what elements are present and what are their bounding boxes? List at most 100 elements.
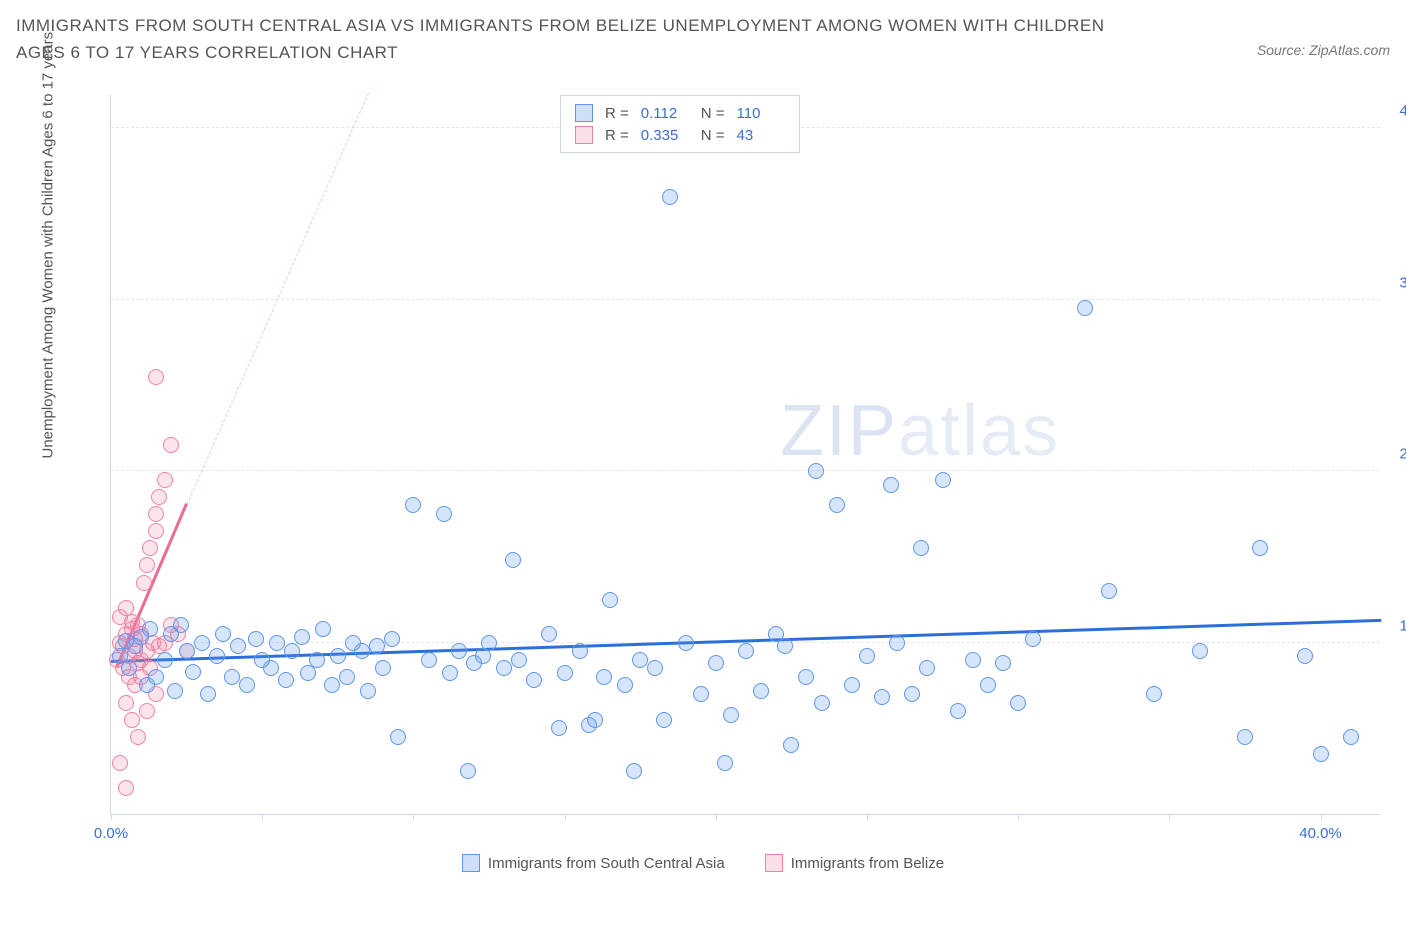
data-point-pink [130,729,146,745]
data-point-blue [965,652,981,668]
data-point-blue [1237,729,1253,745]
data-point-blue [557,665,573,681]
legend-swatch-pink [765,854,783,872]
data-point-pink [151,489,167,505]
data-point-blue [511,652,527,668]
data-point-blue [541,626,557,642]
data-point-blue [375,660,391,676]
data-point-blue [526,672,542,688]
data-point-blue [142,621,158,637]
data-point-blue [179,643,195,659]
data-point-blue [248,631,264,647]
data-point-pink [157,472,173,488]
data-point-blue [708,655,724,671]
y-tick-label: 10.0% [1399,617,1406,634]
data-point-blue [354,643,370,659]
data-point-blue [883,477,899,493]
y-tick-label: 20.0% [1399,446,1406,463]
data-point-blue [777,638,793,654]
y-tick-label: 30.0% [1399,274,1406,291]
data-point-blue [384,631,400,647]
r-label: R = [605,127,629,144]
data-point-blue [300,665,316,681]
data-point-blue [798,669,814,685]
data-point-blue [360,683,376,699]
data-point-blue [200,686,216,702]
data-point-blue [678,635,694,651]
data-point-blue [935,472,951,488]
n-label: N = [701,105,725,122]
data-point-blue [185,664,201,680]
data-point-pink [148,369,164,385]
data-point-blue [1313,746,1329,762]
data-point-blue [294,629,310,645]
x-tick [867,814,868,820]
data-point-pink [142,540,158,556]
n-value-pink: 43 [737,127,785,144]
r-value-blue: 0.112 [641,105,689,122]
data-point-blue [442,665,458,681]
data-point-blue [1010,695,1026,711]
data-point-blue [405,497,421,513]
data-point-blue [572,643,588,659]
x-tick-label: 0.0% [94,825,128,842]
gridline [111,470,1380,471]
data-point-blue [889,635,905,651]
legend-swatch-blue [462,854,480,872]
data-point-blue [505,552,521,568]
data-point-pink [112,755,128,771]
data-point-blue [460,763,476,779]
data-point-blue [844,677,860,693]
gridline [111,299,1380,300]
x-tick [111,814,112,820]
data-point-blue [814,695,830,711]
x-tick [1169,814,1170,820]
data-point-pink [139,703,155,719]
data-point-blue [269,635,285,651]
data-point-pink [163,437,179,453]
data-point-blue [1297,648,1313,664]
r-label: R = [605,105,629,122]
n-value-blue: 110 [737,105,785,122]
y-tick-label: 40.0% [1399,103,1406,120]
data-point-blue [980,677,996,693]
data-point-blue [904,686,920,702]
legend-swatch-pink [575,126,593,144]
source-attribution: Source: ZipAtlas.com [1257,42,1390,58]
data-point-blue [496,660,512,676]
data-point-blue [596,669,612,685]
data-point-blue [215,626,231,642]
data-point-blue [717,755,733,771]
legend-label-blue: Immigrants from South Central Asia [488,855,725,872]
data-point-blue [148,669,164,685]
data-point-blue [693,686,709,702]
data-point-blue [656,712,672,728]
data-point-pink [118,695,134,711]
data-point-blue [309,652,325,668]
data-point-blue [1343,729,1359,745]
data-point-blue [475,648,491,664]
correlation-legend: R = 0.112 N = 110 R = 0.335 N = 43 [560,95,800,153]
data-point-blue [587,712,603,728]
x-tick [413,814,414,820]
data-point-blue [995,655,1011,671]
data-point-blue [339,669,355,685]
data-point-blue [263,660,279,676]
x-tick [262,814,263,820]
data-point-blue [421,652,437,668]
data-point-blue [662,189,678,205]
y-axis-label: Unemployment Among Women with Children A… [40,32,57,459]
data-point-blue [723,707,739,723]
scatter-chart: 10.0%20.0%30.0%40.0%0.0%40.0% [110,95,1380,815]
n-label: N = [701,127,725,144]
data-point-blue [874,689,890,705]
data-point-blue [829,497,845,513]
data-point-pink [148,506,164,522]
x-tick [565,814,566,820]
data-point-blue [284,643,300,659]
data-point-blue [167,683,183,699]
data-point-blue [913,540,929,556]
x-tick-label: 40.0% [1299,825,1342,842]
data-point-blue [230,638,246,654]
data-point-blue [1077,300,1093,316]
